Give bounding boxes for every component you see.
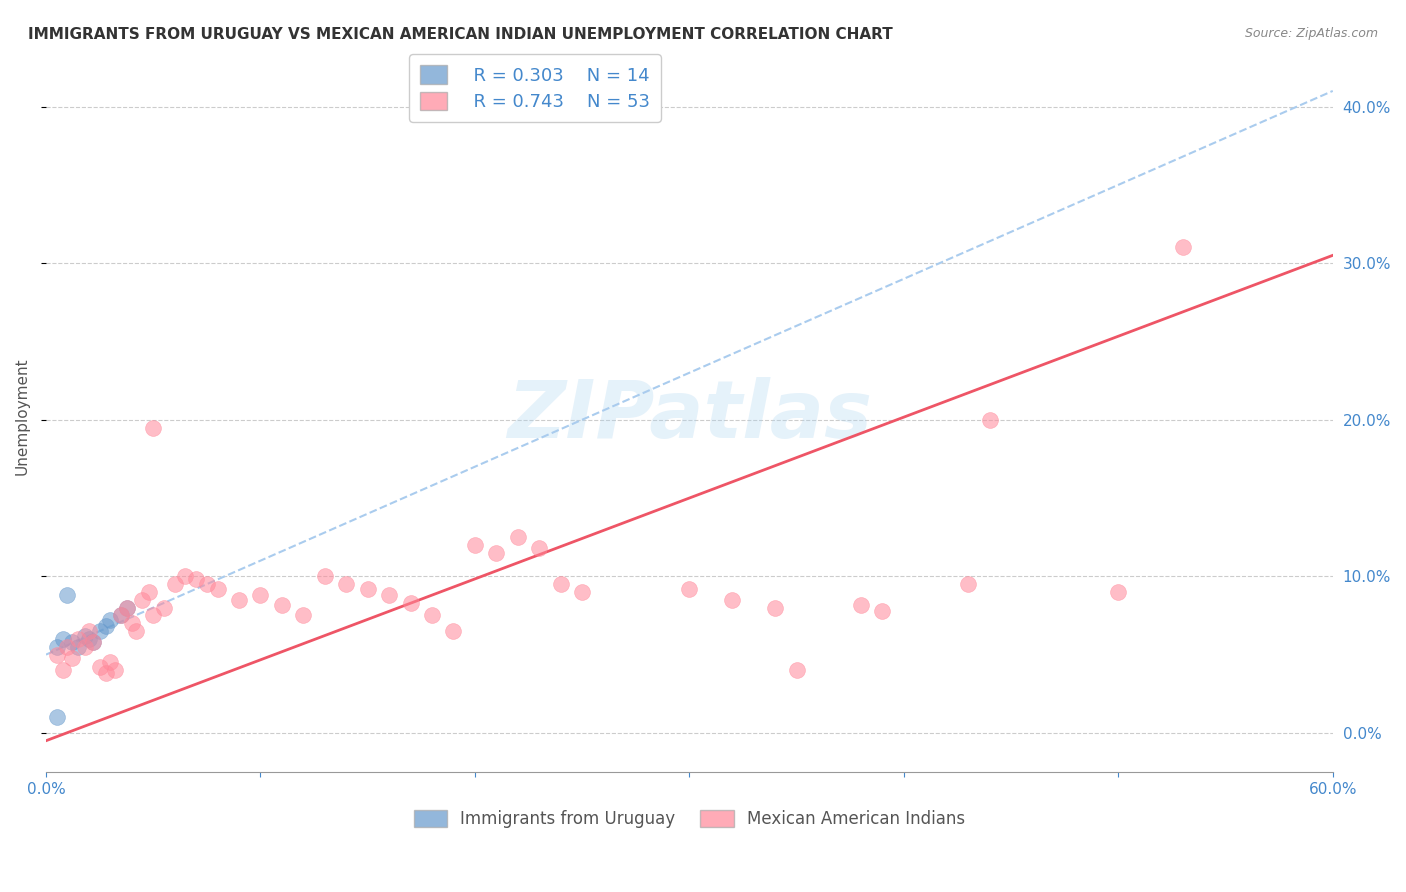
Point xyxy=(67,632,90,646)
Point xyxy=(142,608,165,623)
Point xyxy=(45,648,67,662)
Point xyxy=(399,596,422,610)
Point xyxy=(292,608,315,623)
Point xyxy=(56,640,79,654)
Point xyxy=(378,588,401,602)
Point xyxy=(849,598,872,612)
Point xyxy=(529,541,551,556)
Point xyxy=(335,577,357,591)
Y-axis label: Unemployment: Unemployment xyxy=(15,357,30,475)
Text: Source: ZipAtlas.com: Source: ZipAtlas.com xyxy=(1244,27,1378,40)
Point xyxy=(207,582,229,596)
Point xyxy=(98,656,121,670)
Point xyxy=(1171,240,1194,254)
Point xyxy=(506,530,529,544)
Point xyxy=(82,635,104,649)
Point xyxy=(872,604,894,618)
Point xyxy=(153,600,176,615)
Point xyxy=(357,582,380,596)
Point xyxy=(77,632,100,646)
Point xyxy=(979,413,1001,427)
Point xyxy=(56,588,79,602)
Point xyxy=(464,538,486,552)
Point xyxy=(94,619,117,633)
Point xyxy=(131,592,153,607)
Point xyxy=(786,663,808,677)
Point xyxy=(77,624,100,639)
Point xyxy=(73,640,96,654)
Point xyxy=(104,663,127,677)
Point xyxy=(174,569,197,583)
Point xyxy=(121,616,143,631)
Point xyxy=(45,640,67,654)
Point xyxy=(420,608,443,623)
Point xyxy=(721,592,744,607)
Point xyxy=(571,585,593,599)
Point xyxy=(60,635,83,649)
Point xyxy=(138,585,160,599)
Point xyxy=(60,650,83,665)
Point xyxy=(125,624,148,639)
Point xyxy=(110,608,132,623)
Point xyxy=(249,588,271,602)
Text: ZIPatlas: ZIPatlas xyxy=(508,376,872,455)
Point xyxy=(957,577,980,591)
Point xyxy=(443,624,465,639)
Point xyxy=(73,629,96,643)
Point xyxy=(45,710,67,724)
Point xyxy=(184,573,207,587)
Point xyxy=(550,577,572,591)
Point xyxy=(89,660,111,674)
Point xyxy=(82,635,104,649)
Legend: Immigrants from Uruguay, Mexican American Indians: Immigrants from Uruguay, Mexican America… xyxy=(406,804,972,835)
Point xyxy=(314,569,336,583)
Point xyxy=(94,666,117,681)
Point xyxy=(195,577,218,591)
Point xyxy=(89,624,111,639)
Point xyxy=(67,640,90,654)
Point xyxy=(117,600,139,615)
Point xyxy=(117,600,139,615)
Point xyxy=(110,608,132,623)
Point xyxy=(678,582,700,596)
Point xyxy=(270,598,292,612)
Point xyxy=(98,613,121,627)
Point xyxy=(1107,585,1129,599)
Point xyxy=(485,546,508,560)
Point xyxy=(163,577,186,591)
Text: IMMIGRANTS FROM URUGUAY VS MEXICAN AMERICAN INDIAN UNEMPLOYMENT CORRELATION CHAR: IMMIGRANTS FROM URUGUAY VS MEXICAN AMERI… xyxy=(28,27,893,42)
Point xyxy=(228,592,250,607)
Point xyxy=(142,420,165,434)
Point xyxy=(763,600,786,615)
Point xyxy=(52,663,75,677)
Point xyxy=(52,632,75,646)
